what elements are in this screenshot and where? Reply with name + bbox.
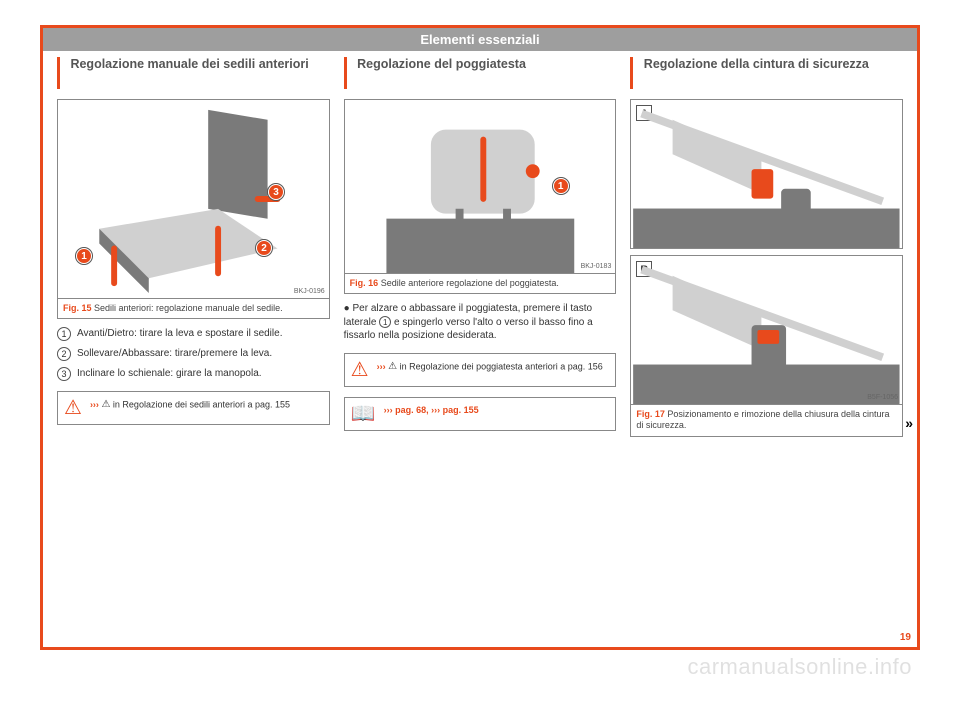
step-1: 1 Avanti/Dietro: tirare la leva e sposta… xyxy=(57,327,330,341)
image-tag: B5F-1056 xyxy=(867,394,898,401)
figure-16-caption: Fig. 16 Sedile anteriore regolazione del… xyxy=(344,274,617,294)
figure-number: Fig. 15 xyxy=(63,303,92,313)
reference-arrow: ››› pag. 68, ››› pag. 155 xyxy=(384,405,479,415)
figure-text: Posizionamento e rimozione della chiusur… xyxy=(636,409,889,430)
figure-17-caption: Fig. 17 Posizionamento e rimozione della… xyxy=(630,405,903,437)
section-title-row: Regolazione del poggiatesta xyxy=(344,57,617,93)
section-title: Regolazione del poggiatesta xyxy=(357,57,526,72)
figure-15-caption: Fig. 15 Sedili anteriori: regolazione ma… xyxy=(57,299,330,319)
column-3: Regolazione della cintura di sicurezza A… xyxy=(630,57,903,437)
header-bar: Elementi essenziali xyxy=(43,28,917,51)
figure-callout-3: 3 xyxy=(268,184,284,200)
section-divider xyxy=(344,57,347,89)
warning-arrow: ››› xyxy=(377,361,389,371)
continue-marker: » xyxy=(905,415,913,431)
step-text: Avanti/Dietro: tirare la leva e spostare… xyxy=(77,327,282,341)
page-frame: Elementi essenziali Regolazione manuale … xyxy=(40,25,920,650)
figure-17a: A xyxy=(630,99,903,249)
figure-text: Sedile anteriore regolazione del poggiat… xyxy=(381,278,559,288)
seat-illustration xyxy=(58,100,329,298)
headrest-illustration xyxy=(345,100,616,273)
section-divider xyxy=(630,57,633,89)
figure-callout-2: 2 xyxy=(256,240,272,256)
section-divider xyxy=(57,57,60,89)
release-button xyxy=(758,330,780,344)
image-tag: BKJ-0196 xyxy=(294,288,325,295)
seat-surface xyxy=(633,209,899,248)
figure-16: 1 BKJ-0183 xyxy=(344,99,617,274)
belt-buckle xyxy=(781,189,811,228)
warning-icon: ⚠ xyxy=(64,398,82,418)
warning-box: ⚠ ››› ⚠ in Regolazione dei poggiatesta a… xyxy=(344,353,617,387)
seatbelt-insert-illustration xyxy=(631,100,902,248)
belt-tongue xyxy=(752,169,774,199)
figure-number: Fig. 17 xyxy=(636,409,665,419)
warning-arrow: ››› xyxy=(90,400,102,410)
step-text: Sollevare/Abbassare: tirare/premere la l… xyxy=(77,347,272,361)
step-number: 2 xyxy=(57,347,71,361)
column-1: Regolazione manuale dei sedili anteriori… xyxy=(57,57,330,437)
reference-box: 📖 ››› pag. 68, ››› pag. 155 xyxy=(344,397,617,431)
section-title-row: Regolazione manuale dei sedili anteriori xyxy=(57,57,330,93)
warning-body: in Regolazione dei sedili anteriori a pa… xyxy=(113,400,290,410)
headrest-button xyxy=(525,164,539,178)
step-2: 2 Sollevare/Abbassare: tirare/premere la… xyxy=(57,347,330,361)
headrest-post xyxy=(455,209,463,234)
figure-number: Fig. 16 xyxy=(350,278,379,288)
step-number: 1 xyxy=(57,327,71,341)
watermark: carmanualsonline.info xyxy=(687,654,912,680)
figure-15: 1 2 3 BKJ-0196 xyxy=(57,99,330,299)
warning-triangle: ⚠ xyxy=(101,398,110,412)
book-icon: 📖 xyxy=(351,404,376,424)
bullet-text: ● Per alzare o abbassare il poggiatesta,… xyxy=(344,302,617,343)
columns: Regolazione manuale dei sedili anteriori… xyxy=(43,51,917,467)
seat-back-top xyxy=(386,219,574,273)
warning-box: ⚠ ››› ⚠ in Regolazione dei sedili anteri… xyxy=(57,391,330,425)
reference-text: ››› pag. 68, ››› pag. 155 xyxy=(384,404,479,417)
warning-text: ››› ⚠ in Regolazione dei poggiatesta ant… xyxy=(377,360,603,374)
column-2: Regolazione del poggiatesta 1 BKJ-0183 xyxy=(344,57,617,437)
section-title-row: Regolazione della cintura di sicurezza xyxy=(630,57,903,93)
page-number: 19 xyxy=(900,632,911,643)
figure-callout-1: 1 xyxy=(76,248,92,264)
step-text: Inclinare lo schienale: girare la manopo… xyxy=(77,367,262,381)
seatbelt-release-illustration xyxy=(631,256,902,404)
inline-callout-1: 1 xyxy=(379,316,391,328)
image-tag: BKJ-0183 xyxy=(581,263,612,270)
warning-triangle: ⚠ xyxy=(388,360,397,374)
figure-callout-1: 1 xyxy=(553,178,569,194)
figure-text: Sedili anteriori: regolazione manuale de… xyxy=(94,303,283,313)
headrest-post xyxy=(503,209,511,234)
figure-17b: B B5F-1056 xyxy=(630,255,903,405)
seat-surface xyxy=(633,365,899,404)
warning-text: ››› ⚠ in Regolazione dei sedili anterior… xyxy=(90,398,290,412)
steps-list: 1 Avanti/Dietro: tirare la leva e sposta… xyxy=(57,327,330,381)
step-3: 3 Inclinare lo schienale: girare la mano… xyxy=(57,367,330,381)
seat-back xyxy=(208,110,267,219)
warning-icon: ⚠ xyxy=(351,360,369,380)
warning-body: in Regolazione dei poggiatesta anteriori… xyxy=(400,361,603,371)
section-title: Regolazione manuale dei sedili anteriori xyxy=(70,57,308,72)
step-number: 3 xyxy=(57,367,71,381)
section-title: Regolazione della cintura di sicurezza xyxy=(644,57,869,72)
